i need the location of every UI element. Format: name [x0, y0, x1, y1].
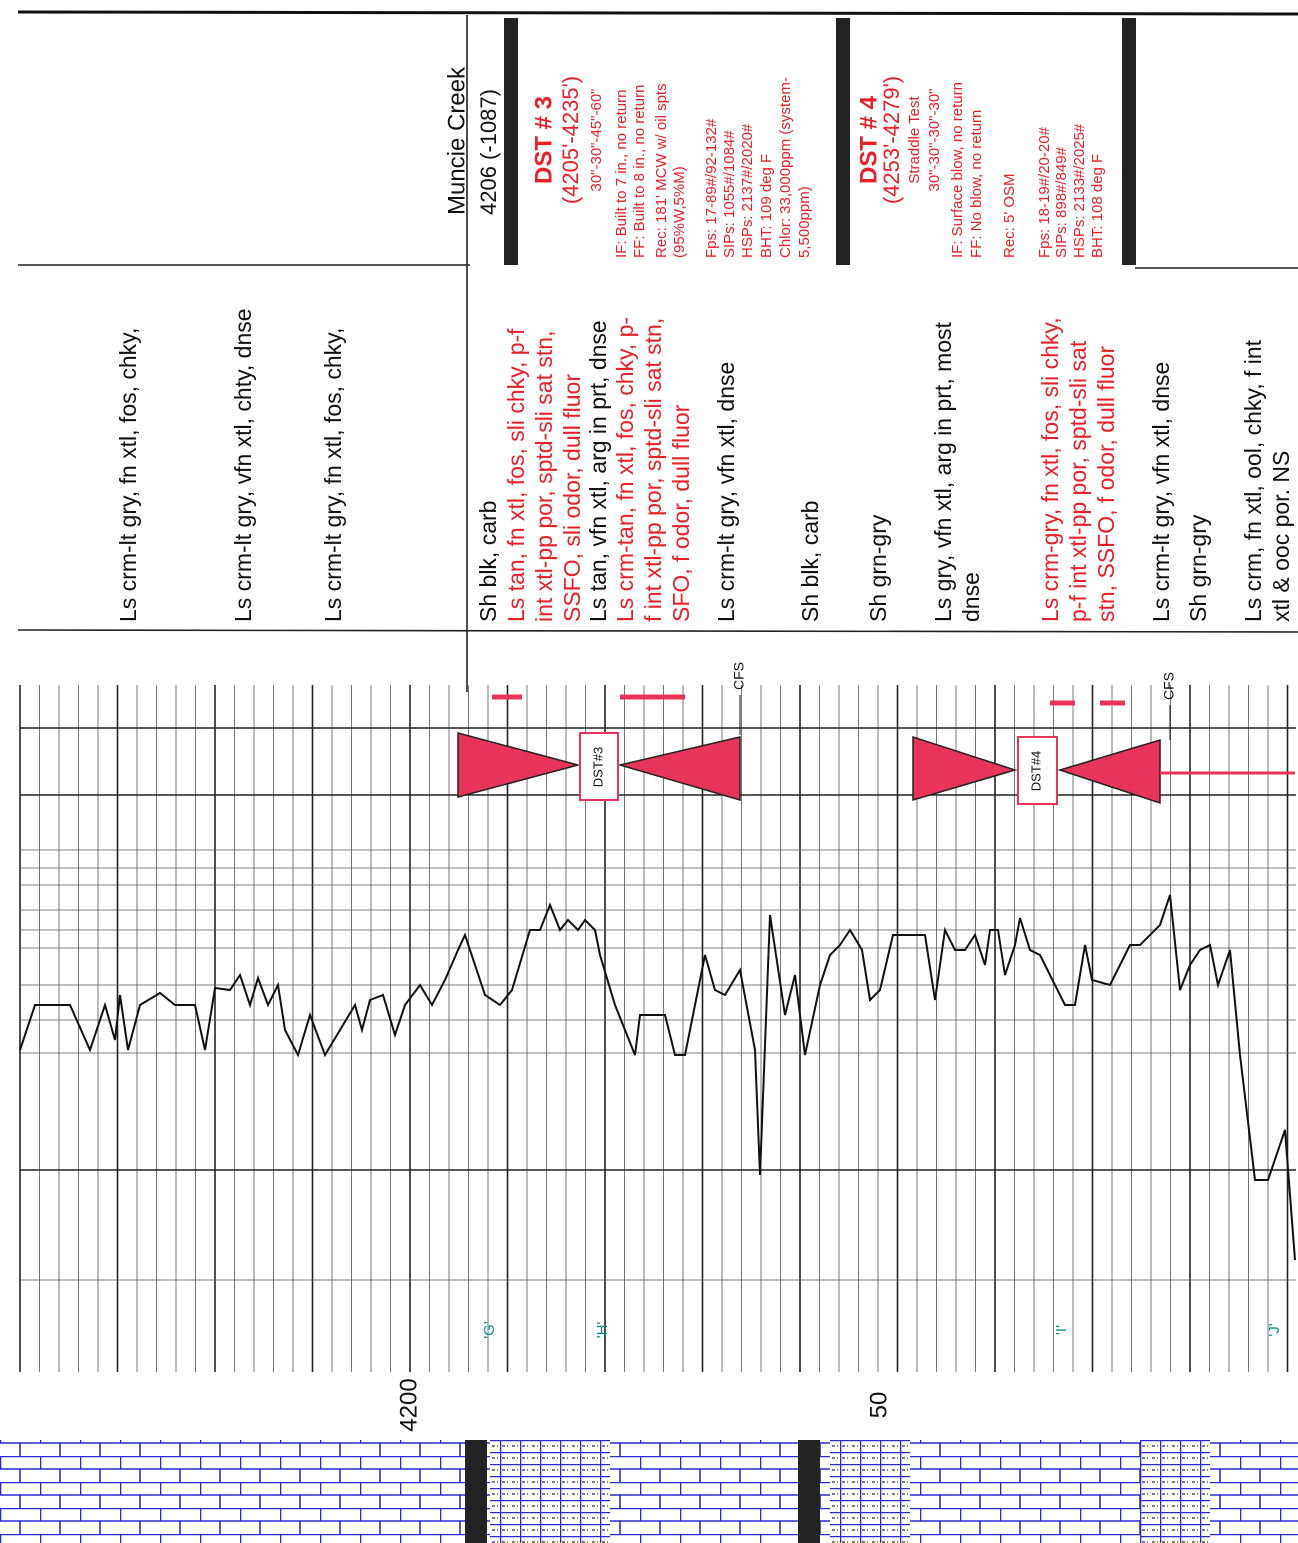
- depth-label: 50: [865, 1392, 892, 1419]
- marker-label: 'I': [1053, 1325, 1070, 1335]
- lithology-description: Sh blk, carb: [797, 501, 823, 622]
- dst-detail: SIPs: 1055#/1084#: [721, 130, 738, 258]
- dst-boxes: [579, 732, 1058, 805]
- lithology-strip: [0, 1440, 1298, 1543]
- lithology-description: xtl & ooc por. NS: [1268, 451, 1294, 622]
- texts: Muncie Creek 4206 (-1087) DST # 3 (4205'-42…: [115, 66, 1294, 1432]
- lithology-description: Ls tan, fn xtl, fos, sli chky, p-f: [503, 328, 529, 622]
- dst-detail: HSPs: 2137#/2020#: [739, 123, 756, 258]
- dst-detail: BHT: 109 deg F: [758, 154, 775, 258]
- dst-title: DST # 4: [855, 95, 882, 184]
- lithology-description: stn, SSFO, f odor, dull fluor: [1093, 346, 1119, 622]
- dst-header: 30"-30"-30"-30": [926, 88, 943, 191]
- dst-detail: IF: Built to 7 in., no return: [613, 90, 630, 258]
- lithology-description: Ls crm-lt gry, vfn xtl, chty, dnse: [230, 308, 256, 622]
- dst-detail: SIPs: 898#/849#: [1053, 146, 1070, 258]
- lithology-description: SFO, f odor, dull fluor: [668, 404, 694, 622]
- lithology-description: int xtl-pp por, sptd-sli sat stn,: [531, 331, 557, 622]
- cfs-label: CFS: [1161, 672, 1177, 700]
- show-ticks: [492, 694, 1295, 775]
- lithology-description: Sh blk, carb: [475, 501, 501, 622]
- dst-marks: [457, 732, 1161, 805]
- dst-detail: Chlor: 33,000ppm (system-: [777, 77, 794, 258]
- marker-label: 'H': [594, 1322, 611, 1339]
- lithology-description: Sh grn-gry: [865, 514, 891, 622]
- lithology-description: Ls crm, fn xtl, ool, chky, f int: [1240, 339, 1266, 622]
- lithology-description: Ls gry, vfn xtl, arg in prt, most: [930, 321, 956, 622]
- marker-label: 'G': [481, 1321, 498, 1339]
- lithology-description: Ls crm-gry, fn xtl, fos, sli chky,: [1037, 317, 1063, 622]
- dst-detail: FF: No blow, no return: [968, 110, 985, 258]
- lithology-description: Ls crm-lt gry, fn xtl, fos, chky,: [320, 328, 346, 622]
- dst-mark-label: DST#4: [1028, 751, 1043, 791]
- lithology-description: Ls crm-tan, fn xtl, fos, chky, p-: [612, 317, 638, 622]
- lithology-description: Ls tan, vfn xtl, arg in prt, dnse: [585, 320, 611, 622]
- dst-detail: 5,500ppm): [796, 186, 813, 258]
- dst-detail: BHT: 108 deg F: [1089, 154, 1106, 258]
- formation-depth: 4206 (-1087): [476, 89, 501, 215]
- lithology-description: Ls crm-lt gry, vfn xtl, dnse: [713, 362, 739, 622]
- dst-detail: IF: Surface blow, no return: [949, 82, 966, 258]
- dst-detail: Rec: 5' OSM: [1001, 173, 1018, 258]
- lithology-description: f int xtl-pp por, sptd-sli sat stn,: [640, 318, 666, 622]
- marker-label: 'J': [1266, 1323, 1283, 1336]
- lithology-description: SSFO, sli odor, dull fluor: [559, 374, 585, 622]
- dst-detail: Fps: 18-19#/20-20#: [1036, 126, 1053, 258]
- dst-detail: (95%W,5%M): [671, 166, 688, 258]
- lithology-description: Ls crm-lt gry, vfn xtl, dnse: [1148, 362, 1174, 622]
- formation-name: Muncie Creek: [443, 66, 470, 215]
- dst-detail: HSPs: 2133#/2025#: [1071, 123, 1088, 258]
- lithology-description: p-f int xtl-pp por, sptd-sli sat: [1065, 340, 1091, 622]
- cfs-ticks: [739, 695, 1171, 740]
- dst-interval: (4253'-4279'): [879, 76, 904, 204]
- dst-interval: (4205'-4235'): [558, 76, 583, 204]
- dst-detail: FF: Built to 8 in., no return: [631, 85, 648, 258]
- dst-detail: Fps: 17-89#/92-132#: [703, 118, 720, 258]
- dst-header: 30"-30"-45"-60": [588, 88, 605, 191]
- dst-title: DST # 3: [530, 96, 557, 184]
- dst-mark-label: DST#3: [590, 747, 605, 787]
- lithology-description: Ls crm-lt gry, fn xtl, fos, chky,: [115, 328, 141, 622]
- log-curve: [19, 894, 1296, 1261]
- lithology-description: Sh grn-gry: [1185, 514, 1211, 622]
- lithology-description: dnse: [958, 572, 984, 622]
- dst-header: Straddle Test: [906, 96, 923, 184]
- depth-label: 4200: [395, 1378, 422, 1431]
- cfs-label: CFS: [731, 662, 747, 690]
- frame: [17, 10, 1298, 692]
- dst-detail: Rec: 181' MCW w/ oil spts: [653, 83, 670, 258]
- log-grid: [19, 685, 1296, 1372]
